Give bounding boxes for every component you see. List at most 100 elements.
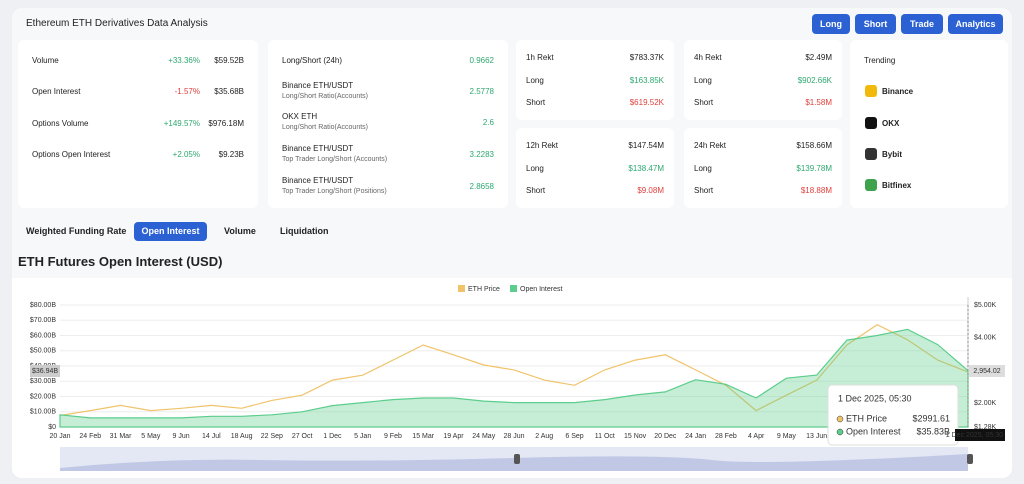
end-label: 2,954.02 (973, 368, 1000, 375)
y-tick-label: $70.00B (30, 317, 56, 324)
tooltip-box (827, 384, 959, 446)
ratio-sub: Top Trader Long/Short (Accounts) (282, 156, 388, 163)
rekt-long-label: Long (694, 164, 712, 173)
x-tick-label: 31 Mar (110, 433, 132, 440)
rekt-total: $2.49M (805, 53, 832, 62)
y-tick-label: $60.00B (30, 332, 56, 339)
navigator-handle[interactable] (967, 454, 973, 464)
x-tick-label: 22 Sep (261, 433, 283, 440)
tab[interactable]: Open Interest (134, 222, 207, 241)
ratio-name: Long/Short (24h) (282, 56, 343, 65)
x-tick-label: 9 Feb (384, 433, 402, 440)
navigator-handle[interactable] (514, 454, 520, 464)
y-tick-label: $50.00B (30, 348, 56, 355)
ratio-value: 2.5778 (469, 87, 494, 96)
tooltip-value: $35.83B (916, 426, 950, 436)
ratio-sub: Long/Short Ratio(Accounts) (282, 93, 368, 100)
stat-value: $9.23B (218, 150, 244, 159)
ratio-name: Binance ETH/USDT (282, 176, 354, 185)
header-button[interactable]: Long (812, 14, 850, 34)
trending-title: Trending (864, 56, 896, 65)
tab[interactable]: Volume (224, 226, 256, 236)
x-tick-label: 24 May (472, 433, 495, 440)
ratio-name: Binance ETH/USDT (282, 81, 354, 90)
stat-value: $976.18M (208, 119, 244, 128)
legend-swatch (458, 285, 465, 292)
rekt-long-label: Long (694, 76, 712, 85)
crosshair-label-box (955, 429, 1005, 441)
x-tick-label: 6 Sep (565, 433, 583, 440)
stat-change: +149.57% (163, 119, 200, 128)
x-tick-label: 20 Jan (49, 433, 70, 440)
app: Ethereum ETH Derivatives Data Analysis Lo… (12, 8, 1012, 478)
rekt-short-label: Short (526, 186, 546, 195)
header-button[interactable]: Short (855, 14, 896, 34)
tab[interactable]: Liquidation (280, 226, 329, 236)
x-tick-label: 28 Feb (715, 433, 737, 440)
y-tick-label: $20.00B (30, 393, 56, 400)
oi-area (59, 328, 969, 428)
header-button[interactable]: Trade (901, 14, 943, 34)
card: 12h Rekt $147.54M Long $138.47M Short $9.08M (516, 128, 674, 208)
end-label-box (969, 365, 1005, 377)
stat-label: Options Volume (32, 119, 89, 128)
header-button[interactable]: Analytics (948, 14, 1003, 34)
chart: $0$10.00B$20.00B$30.00B$40.00B$50.00B$60… (12, 278, 1012, 478)
rekt-title: 24h Rekt (694, 141, 727, 150)
exchange-name: Bitfinex (882, 181, 912, 190)
x-tick-label: 9 May (777, 433, 797, 440)
exchange-name: Binance (882, 87, 914, 96)
exchange-icon (865, 179, 877, 191)
card: 4h Rekt $2.49M Long $902.66K Short $1.58M (684, 40, 842, 120)
stat-change: -1.57% (174, 87, 200, 96)
legend-swatch (510, 285, 517, 292)
tab[interactable]: Weighted Funding Rate (26, 226, 127, 236)
rekt-short: $18.88M (800, 186, 832, 195)
exchange-name: OKX (882, 119, 900, 128)
y-tick-label: $30.00B (30, 378, 56, 385)
rekt-title: 1h Rekt (526, 53, 554, 62)
page-title: Ethereum ETH Derivatives Data Analysis (26, 18, 208, 29)
crosshair-label: 1 Dec 2025, 05:30 (946, 432, 1003, 439)
card: Volume +33.36% $59.52B Open Interest -1.57% $… (18, 40, 258, 208)
end-label-box (30, 365, 60, 377)
x-tick-label: 13 Jun (806, 433, 827, 440)
x-tick-label: 5 Jan (354, 433, 371, 440)
rekt-short-label: Short (694, 186, 714, 195)
tooltip-dot (836, 415, 844, 423)
ratio-value: 3.2283 (469, 150, 494, 159)
ratio-name: Binance ETH/USDT (282, 144, 354, 153)
card: Long/Short (24h) 0.9662 Binance ETH/USDT Lo… (268, 40, 508, 208)
x-tick-label: 14 Jul (202, 433, 221, 440)
y2-tick-label: $1.28K (974, 424, 997, 431)
rekt-long: $138.47M (628, 164, 664, 173)
x-tick-label: 27 Oct (292, 433, 313, 440)
y-tick-label: $10.00B (30, 409, 56, 416)
end-label: $36.94B (32, 368, 58, 375)
rekt-total: $147.54M (628, 141, 664, 150)
legend-label: Open Interest (520, 286, 562, 293)
y2-tick-label: $5.00K (974, 302, 997, 309)
rekt-long-label: Long (526, 76, 544, 85)
rekt-long: $902.66K (797, 76, 832, 85)
rekt-short: $619.52K (629, 98, 664, 107)
stat-value: $35.68B (214, 87, 244, 96)
rekt-short-label: Short (694, 98, 714, 107)
rekt-title: 12h Rekt (526, 141, 559, 150)
exchange-icon (865, 85, 877, 97)
x-tick-label: 18 Aug (231, 433, 253, 440)
y2-tick-label: $2.00K (974, 400, 997, 407)
x-tick-label: 24 Feb (79, 433, 101, 440)
card: 1h Rekt $783.37K Long $163.85K Short $619.52K (516, 40, 674, 120)
stat-change: +33.36% (168, 56, 200, 65)
price-line (59, 324, 969, 417)
navigator-area (60, 454, 968, 471)
x-tick-label: 20 Dec (654, 433, 677, 440)
x-tick-label: 1 Dec (323, 433, 342, 440)
tooltip-label: ETH Price (846, 413, 887, 423)
ratio-name: OKX ETH (282, 112, 318, 121)
ratio-sub: Long/Short Ratio(Accounts) (282, 124, 368, 131)
rekt-total: $158.66M (796, 141, 832, 150)
exchange-icon (865, 117, 877, 129)
rekt-long-label: Long (526, 164, 544, 173)
